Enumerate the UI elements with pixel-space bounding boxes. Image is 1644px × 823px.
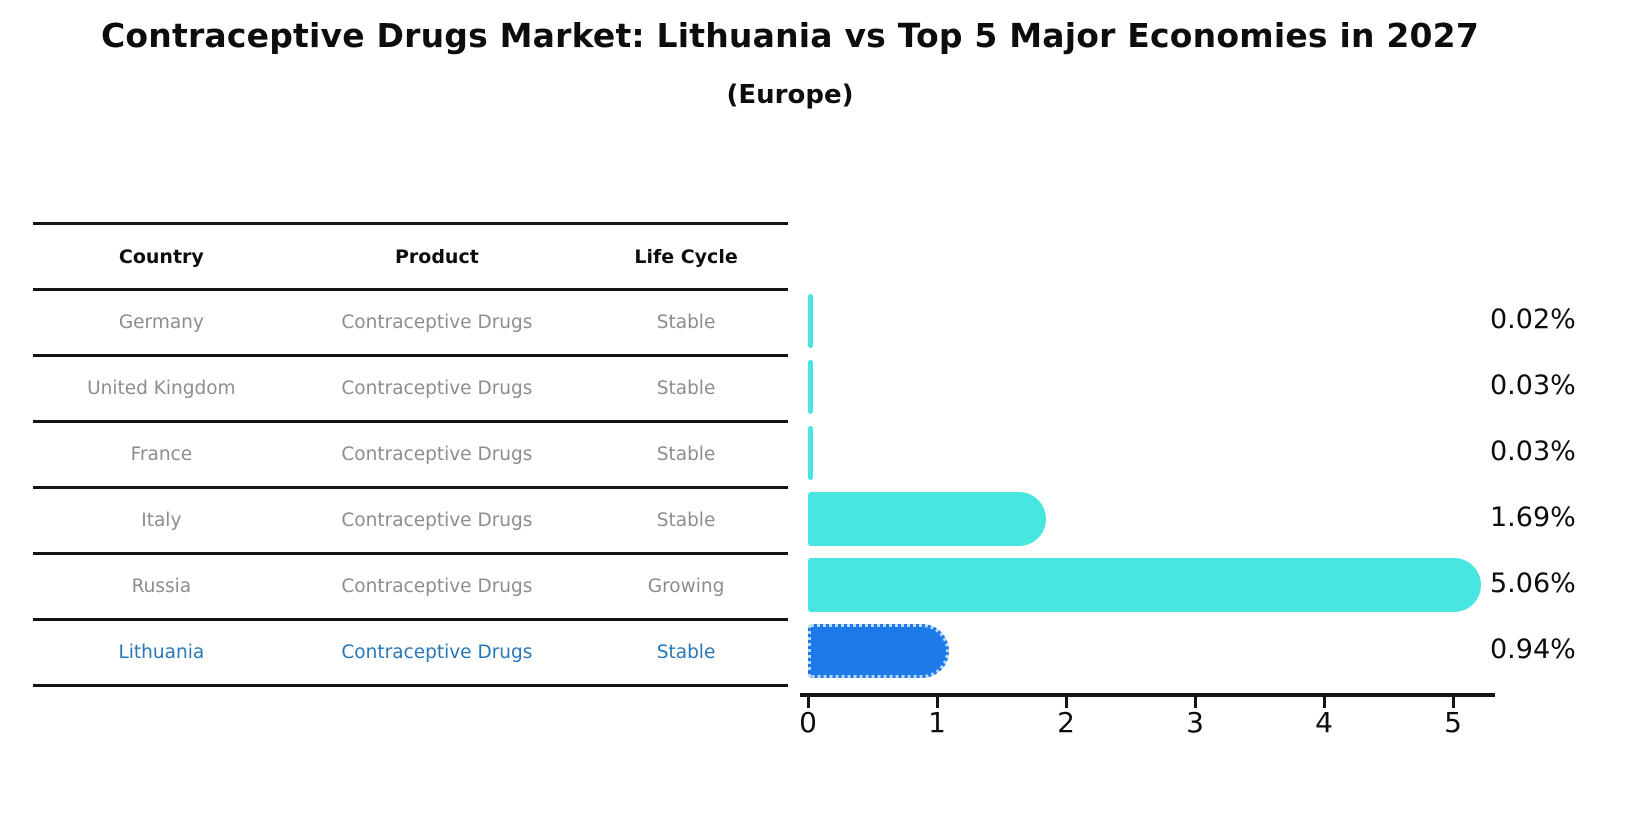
column-header-country: Country <box>118 245 204 268</box>
country-cell: Germany <box>118 312 204 333</box>
product-cell: Contraceptive Drugs <box>341 444 533 465</box>
life-cycle-cell: Stable <box>656 510 716 531</box>
bar-value-label: 0.02% <box>1490 304 1576 335</box>
x-tick-label: 0 <box>799 706 817 739</box>
chart-title: Contraceptive Drugs Market: Lithuania vs… <box>100 16 1479 55</box>
product-cell: Contraceptive Drugs <box>341 642 533 663</box>
bar-france <box>808 426 813 480</box>
bar-united-kingdom <box>808 360 813 414</box>
bar-italy <box>808 492 1046 546</box>
bar-value-label: 1.69% <box>1490 502 1576 533</box>
x-tick-mark <box>936 697 939 708</box>
bar-lithuania <box>808 624 949 678</box>
country-cell: United Kingdom <box>87 378 236 399</box>
table-header-row: Country Product Life Cycle <box>33 225 788 291</box>
bar-value-label: 0.03% <box>1490 370 1576 401</box>
x-tick-label: 5 <box>1444 706 1462 739</box>
bar-value-label: 5.06% <box>1490 568 1576 599</box>
table-row: Italy Contraceptive Drugs Stable <box>33 489 788 555</box>
x-tick-mark <box>1452 697 1455 708</box>
x-tick-label: 4 <box>1315 706 1333 739</box>
x-tick-mark <box>1194 697 1197 708</box>
column-header-life-cycle: Life Cycle <box>634 245 738 268</box>
life-cycle-cell: Stable <box>656 642 716 663</box>
table-row: France Contraceptive Drugs Stable <box>33 423 788 489</box>
x-tick-mark <box>1065 697 1068 708</box>
x-tick-label: 2 <box>1057 706 1075 739</box>
table-row: Lithuania Contraceptive Drugs Stable <box>33 621 788 687</box>
life-cycle-cell: Stable <box>656 444 716 465</box>
chart-subtitle: (Europe) <box>726 80 854 110</box>
product-cell: Contraceptive Drugs <box>341 312 533 333</box>
column-header-product: Product <box>394 245 479 268</box>
x-tick-label: 3 <box>1186 706 1204 739</box>
life-cycle-cell: Stable <box>656 378 716 399</box>
table-row: United Kingdom Contraceptive Drugs Stable <box>33 357 788 423</box>
table-row: Russia Contraceptive Drugs Growing <box>33 555 788 621</box>
country-cell: Russia <box>131 576 192 597</box>
product-cell: Contraceptive Drugs <box>341 378 533 399</box>
x-tick-label: 1 <box>928 706 946 739</box>
product-cell: Contraceptive Drugs <box>341 510 533 531</box>
life-cycle-cell: Stable <box>656 312 716 333</box>
country-cell: Italy <box>141 510 182 531</box>
bar-germany <box>808 294 813 348</box>
x-tick-mark <box>1323 697 1326 708</box>
country-cell: Lithuania <box>118 642 205 663</box>
x-axis-line <box>800 693 1495 697</box>
bar-value-label: 0.03% <box>1490 436 1576 467</box>
product-cell: Contraceptive Drugs <box>341 576 533 597</box>
bar-russia <box>808 558 1481 612</box>
life-cycle-cell: Growing <box>647 576 725 597</box>
x-tick-mark <box>807 697 810 708</box>
table-row: Germany Contraceptive Drugs Stable <box>33 291 788 357</box>
country-table: Country Product Life Cycle Germany Contrace… <box>33 222 788 687</box>
bar-value-label: 0.94% <box>1490 634 1576 665</box>
country-cell: France <box>130 444 193 465</box>
